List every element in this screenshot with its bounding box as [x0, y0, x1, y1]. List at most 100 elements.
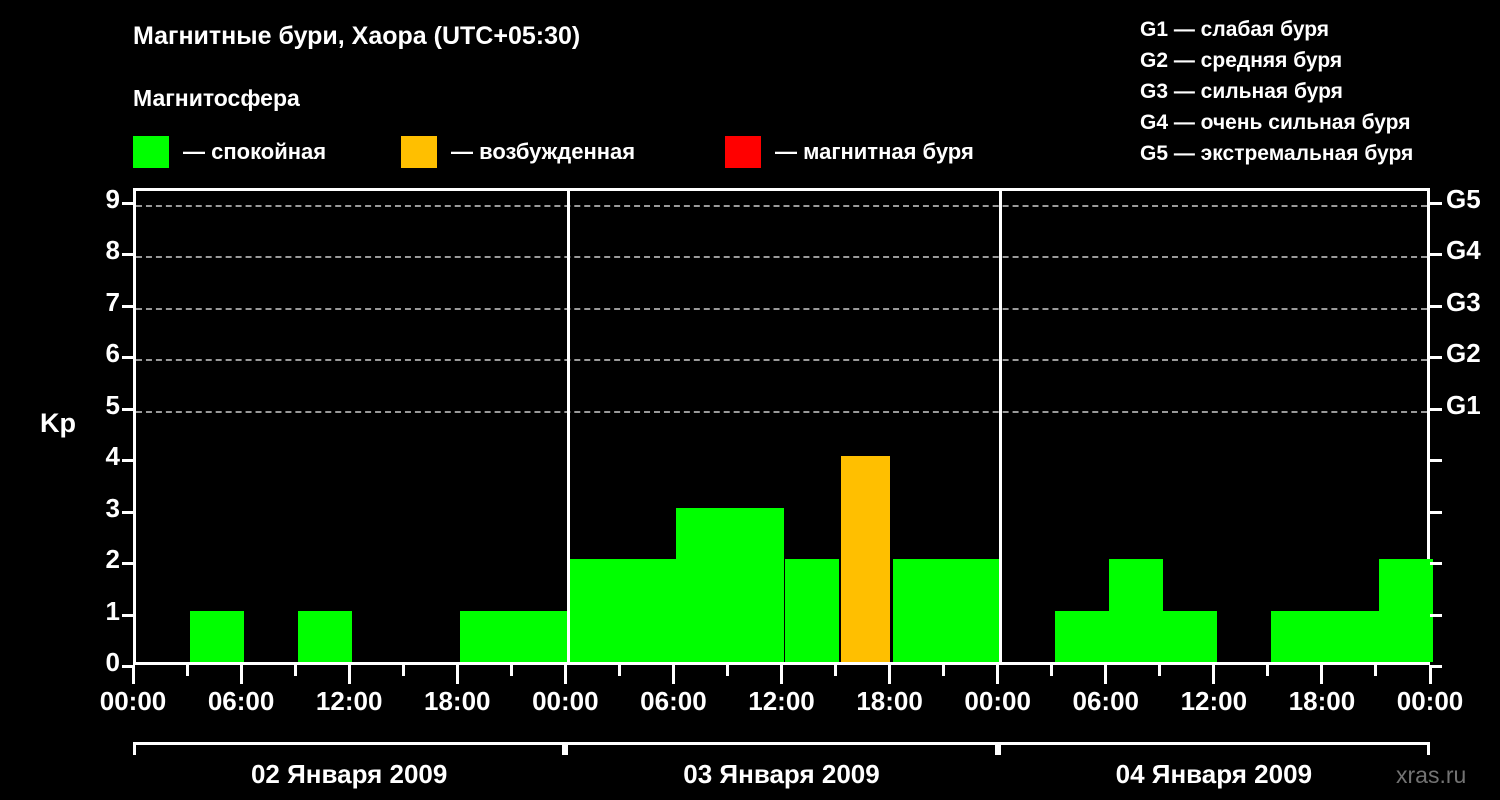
gridline-kp-8 — [136, 256, 1427, 259]
g-tick-label-g3: G3 — [1446, 286, 1481, 317]
x-tick-minor — [185, 665, 189, 676]
legend-label-unsettled: — возбужденная — [451, 139, 636, 164]
gridline-kp-6 — [136, 359, 1427, 362]
x-tick-label: 00:00 — [532, 686, 599, 716]
bar — [892, 559, 947, 662]
x-tick-major — [1104, 665, 1108, 684]
x-tick-major — [239, 665, 243, 684]
x-tick-minor — [293, 665, 297, 676]
x-tick-major — [1428, 665, 1432, 684]
x-tick-minor — [401, 665, 405, 676]
x-tick-label: 12:00 — [1180, 686, 1248, 716]
bar — [1324, 610, 1379, 662]
x-tick-major — [671, 665, 675, 684]
g-tick-label-g2: G2 — [1446, 338, 1481, 369]
plot-area — [133, 188, 1433, 665]
bar — [1270, 610, 1325, 662]
x-tick-label: 06:00 — [1072, 686, 1140, 716]
x-tick-minor — [509, 665, 513, 676]
x-tick-label: 12:00 — [315, 686, 383, 716]
x-tick-label: 18:00 — [1288, 686, 1356, 716]
y-tick-label-9: 9 — [105, 184, 120, 214]
quiet-swatch — [133, 136, 169, 168]
x-axis: 00:00 06:00 12:00 18:00 00:00 06:00 12:00 18:00… — [100, 665, 1463, 725]
day-bracket-2 — [565, 742, 998, 755]
x-tick-label: 00:00 — [964, 686, 1031, 716]
day-label-1: 02 Января 2009 — [250, 759, 448, 789]
g-legend-row-g2: G2 — средняя буря — [1140, 49, 1343, 72]
x-tick-major — [1212, 665, 1216, 684]
y-tick-mark-3 — [122, 510, 133, 514]
y-tick-mark-4 — [122, 459, 133, 463]
day-band: 02 Января 2009 03 Января 2009 04 Января 20… — [133, 742, 1430, 794]
x-tick-label: 18:00 — [856, 686, 923, 716]
x-tick-minor — [617, 665, 621, 676]
y-tick-mark-2 — [122, 562, 133, 566]
bar — [514, 610, 569, 662]
y-tick-label-8: 8 — [105, 235, 120, 266]
bar — [841, 456, 891, 662]
x-tick-minor — [1266, 665, 1270, 676]
day-bracket-1 — [133, 742, 566, 755]
y-tick-mark-0 — [122, 665, 133, 668]
gridline-kp-5 — [136, 410, 1427, 413]
x-tick-major — [996, 665, 1000, 684]
state-legend: — спокойная — возбужденная — магнитная б… — [133, 134, 1043, 170]
y-tick-label-1: 1 — [105, 595, 120, 626]
right-minor-tick-kp-0 — [1430, 665, 1442, 668]
g-legend-row-g3: G3 — сильная буря — [1140, 80, 1343, 103]
right-minor-tick-kp-4 — [1430, 459, 1442, 463]
y-tick-mark-6 — [122, 356, 133, 360]
x-tick-minor — [834, 665, 838, 676]
bar — [1108, 559, 1163, 662]
g-tick-mark-g2 — [1430, 356, 1442, 360]
x-tick-label: 12:00 — [748, 686, 815, 716]
y-tick-label-5: 5 — [105, 389, 120, 420]
x-tick-minor — [1374, 665, 1378, 676]
y-tick-mark-8 — [122, 253, 133, 257]
page-title: Магнитные бури, Хаора (UTC+05:30) — [133, 22, 581, 50]
bar — [460, 610, 515, 662]
x-tick-major — [780, 665, 783, 684]
y-tick-label-3: 3 — [105, 492, 120, 523]
x-tick-minor — [1158, 665, 1162, 676]
day-bracket-3 — [997, 742, 1430, 755]
x-tick-label: 06:00 — [207, 686, 275, 716]
g-tick-mark-g5 — [1430, 202, 1442, 205]
gridline-kp-9 — [136, 205, 1427, 207]
gridline-kp-7 — [136, 307, 1427, 310]
day-separator-1 — [566, 191, 570, 662]
legend-label-storm: — магнитная буря — [775, 139, 974, 164]
y-tick-mark-1 — [122, 613, 133, 617]
right-minor-tick-kp-2 — [1430, 562, 1442, 566]
legend-item-storm: — магнитная буря — [725, 134, 974, 170]
day-separator-2 — [999, 191, 1003, 662]
x-tick-major — [563, 665, 567, 684]
x-tick-minor — [942, 665, 946, 676]
bar — [568, 559, 623, 662]
magnetosphere-label: Магнитосфера — [133, 85, 300, 111]
bar — [622, 559, 677, 662]
x-tick-major — [347, 665, 351, 684]
x-tick-label: 18:00 — [424, 686, 491, 716]
bar — [730, 507, 785, 662]
legend-item-unsettled: — возбужденная — [401, 134, 635, 170]
bar — [784, 559, 839, 662]
bar — [1054, 610, 1109, 662]
g-legend-row-g5: G5 — экстремальная буря — [1140, 142, 1414, 165]
x-tick-label: 00:00 — [99, 686, 167, 716]
y-tick-label-2: 2 — [105, 544, 120, 575]
g-tick-mark-g4 — [1430, 253, 1442, 257]
g-tick-label-g4: G4 — [1446, 235, 1481, 266]
x-tick-label: 00:00 — [1396, 686, 1464, 716]
y-tick-mark-7 — [122, 304, 133, 308]
y-tick-mark-5 — [122, 407, 133, 411]
right-minor-tick-kp-3 — [1430, 510, 1442, 514]
g-tick-mark-g3 — [1430, 304, 1442, 308]
legend-label-quiet: — спокойная — [183, 139, 327, 164]
bar — [1162, 610, 1217, 662]
day-label-3: 04 Января 2009 — [1115, 759, 1313, 789]
g-tick-label-g5: G5 — [1446, 184, 1481, 214]
g-tick-mark-g1 — [1430, 407, 1442, 411]
bar-partial — [1414, 610, 1430, 662]
